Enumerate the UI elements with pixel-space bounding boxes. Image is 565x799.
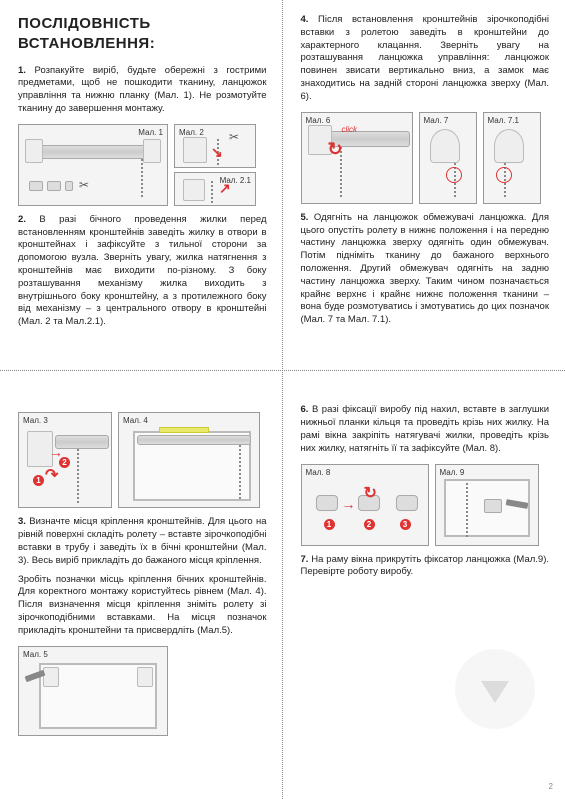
quadrant-top-right: 4. Після встановлення кронштейнів зірочк… <box>283 0 565 390</box>
figure-1: Мал. 1 ✂ <box>18 124 168 206</box>
fig3-label: Мал. 3 <box>23 416 48 427</box>
fig9-label: Мал. 9 <box>440 468 465 479</box>
figure-8: Мал. 8 1 2 3 → ↻ <box>301 464 429 546</box>
step-2-text: В разі бічного проведення жилки перед вс… <box>18 214 267 328</box>
step-1: 1. Розпакуйте виріб, будьте обережні з г… <box>18 65 267 116</box>
fig5-label: Мал. 5 <box>23 650 48 661</box>
step-5: 5. Одягніть на ланцюжок обмежувачі ланцю… <box>301 212 550 327</box>
fig7-label: Мал. 7 <box>424 116 449 127</box>
fig2-label: Мал. 2 <box>179 128 204 139</box>
quadrant-bottom-left: Мал. 3 1 2 → ↷ Мал. 4 3. Визначте місця … <box>0 390 283 799</box>
quadrant-top-left: ПОСЛІДОВНІСТЬ ВСТАНОВЛЕННЯ: 1. Розпакуйт… <box>0 0 283 390</box>
step-7-text: На раму вікна прикрутіть фіксатор ланцюж… <box>301 554 550 578</box>
step-1-num: 1. <box>18 65 26 76</box>
badge8-1: 1 <box>324 519 335 530</box>
figure-6: Мал. 6 click ↻ <box>301 112 413 204</box>
step-4-num: 4. <box>301 14 309 25</box>
figure-9: Мал. 9 <box>435 464 539 546</box>
click-label: click <box>342 125 358 136</box>
step-5-num: 5. <box>301 212 309 223</box>
fig4-label: Мал. 4 <box>123 416 148 427</box>
badge8-3: 3 <box>400 519 411 530</box>
step-6-num: 6. <box>301 404 309 415</box>
step-1-text: Розпакуйте виріб, будьте обережні з гост… <box>18 65 267 114</box>
fig-row-4: Мал. 8 1 2 3 → ↻ Мал. 9 <box>301 464 550 546</box>
figure-7-1: Мал. 7.1 <box>483 112 541 204</box>
step-5-text: Одягніть на ланцюжок обмежувачі ланцюжка… <box>301 212 550 326</box>
figure-2: Мал. 2 ✂ ↘ <box>174 124 256 168</box>
figure-3: Мал. 3 1 2 → ↷ <box>18 412 112 508</box>
step-6: 6. В разі фіксації виробу під нахил, вст… <box>301 404 550 455</box>
horizontal-divider <box>0 370 565 371</box>
step-4: 4. Після встановлення кронштейнів зірочк… <box>301 14 550 104</box>
step-6-text: В разі фіксації виробу під нахил, вставт… <box>301 404 550 453</box>
fig-row-5: Мал. 5 <box>18 646 267 736</box>
fig1-label: Мал. 1 <box>138 128 163 139</box>
figure-2-1: Мал. 2.1 ↗ <box>174 172 256 206</box>
step-3b: Зробіть позначки місць кріплення бічних … <box>18 574 267 638</box>
step-4-text: Після встановлення кронштейнів зірочкопо… <box>301 14 550 102</box>
step-7: 7. На раму вікна прикрутіть фіксатор лан… <box>301 554 550 580</box>
step-3-num: 3. <box>18 516 26 527</box>
fig-row-1: Мал. 1 ✂ Мал. 2 ✂ ↘ Мал. 2 <box>18 124 267 206</box>
figure-5: Мал. 5 <box>18 646 168 736</box>
step-2: 2. В разі бічного проведення жилки перед… <box>18 214 267 329</box>
badge-1: 1 <box>33 475 44 486</box>
scissors-icon: ✂ <box>79 177 89 193</box>
fig6-label: Мал. 6 <box>306 116 331 127</box>
step-7-num: 7. <box>301 554 309 565</box>
step-3-text: Визначте місця кріплення кронштейнів. Дл… <box>18 516 267 565</box>
fig-row-2: Мал. 3 1 2 → ↷ Мал. 4 <box>18 412 267 508</box>
fig21-label: Мал. 2.1 <box>220 176 251 187</box>
scissors-icon-2: ✂ <box>229 129 239 145</box>
figure-7: Мал. 7 <box>419 112 477 204</box>
step-2-num: 2. <box>18 214 26 225</box>
quadrant-bottom-right: 6. В разі фіксації виробу під нахил, вст… <box>283 390 565 799</box>
badge8-2: 2 <box>364 519 375 530</box>
fig8-label: Мал. 8 <box>306 468 331 479</box>
fig-row-3: Мал. 6 click ↻ Мал. 7 Мал. 7.1 <box>301 112 550 204</box>
watermark-icon <box>455 649 535 729</box>
step-3: 3. Визначте місця кріплення кронштейнів.… <box>18 516 267 567</box>
page-number: 2 <box>549 782 553 791</box>
page-title: ПОСЛІДОВНІСТЬ ВСТАНОВЛЕННЯ: <box>18 14 267 55</box>
figure-4: Мал. 4 <box>118 412 260 508</box>
fig71-label: Мал. 7.1 <box>488 116 519 127</box>
vertical-divider <box>282 0 283 799</box>
